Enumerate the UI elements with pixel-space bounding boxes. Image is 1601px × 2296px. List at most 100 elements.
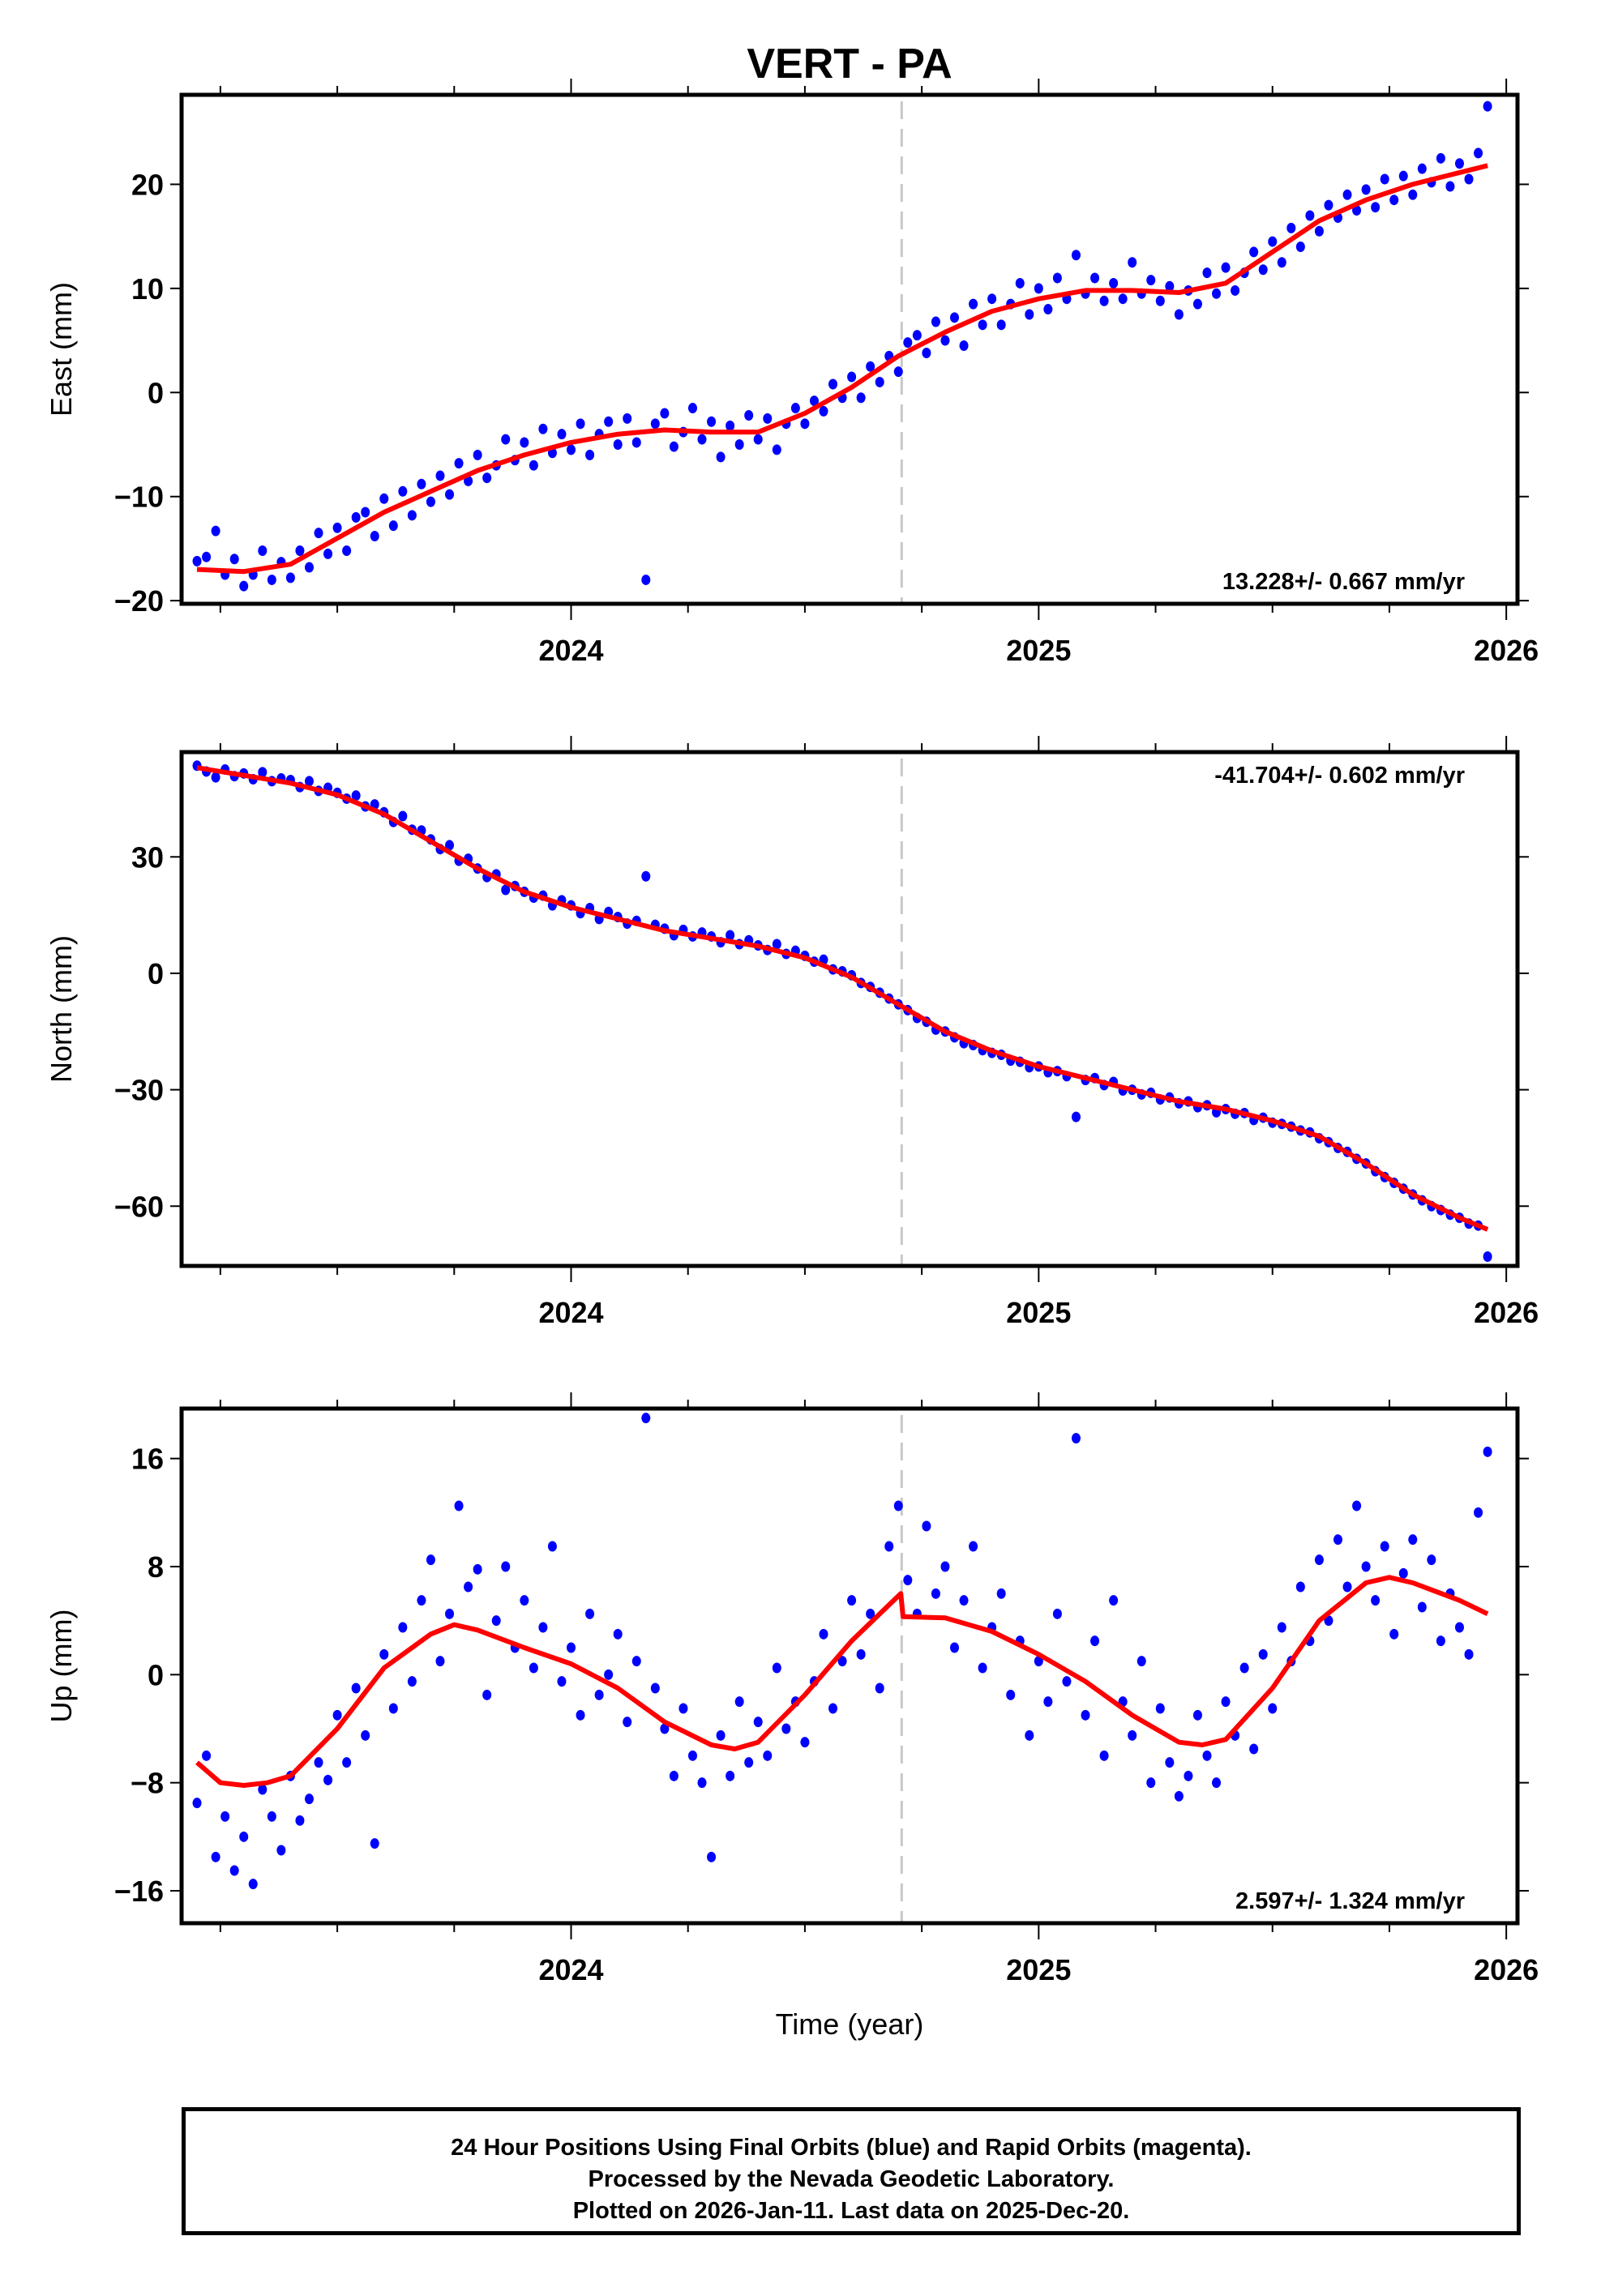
data-point <box>800 418 810 430</box>
data-point <box>1464 173 1474 185</box>
model-fit-line <box>196 163 1488 575</box>
data-point <box>454 1500 464 1511</box>
data-point <box>1202 1750 1212 1761</box>
data-point <box>1146 1777 1156 1789</box>
data-point <box>407 1676 417 1687</box>
data-point <box>1474 148 1483 159</box>
data-point <box>239 1831 249 1842</box>
data-point <box>903 337 913 348</box>
data-point <box>772 1662 781 1674</box>
data-point <box>529 1662 538 1674</box>
data-point <box>1071 250 1081 261</box>
x-tick-label: 2024 <box>538 1953 603 1986</box>
data-point <box>912 330 922 341</box>
data-point <box>1090 1635 1100 1647</box>
data-point <box>332 522 342 533</box>
data-point <box>800 1737 810 1748</box>
data-point <box>660 408 670 419</box>
data-point <box>276 1845 286 1856</box>
data-point <box>707 416 717 427</box>
data-point <box>314 1757 323 1768</box>
footer-line-3: Plotted on 2026-Jan-11. Last data on 202… <box>572 2198 1130 2224</box>
data-point <box>1155 295 1165 306</box>
data-point <box>1052 272 1062 284</box>
data-point <box>473 1563 482 1575</box>
data-point <box>1165 280 1175 292</box>
data-point <box>687 1750 697 1761</box>
data-point <box>893 366 903 378</box>
y-tick-label: 10 <box>131 272 164 306</box>
data-point <box>922 347 931 358</box>
data-point <box>1417 163 1427 174</box>
data-point <box>332 1709 342 1721</box>
x-tick-label: 2025 <box>1006 1953 1071 1986</box>
data-point <box>687 403 697 414</box>
data-point <box>1006 1689 1016 1700</box>
data-point <box>445 1608 455 1619</box>
data-point <box>1155 1703 1165 1714</box>
velocity-rate-label: 13.228+/- 0.667 mm/yr <box>1222 569 1465 595</box>
data-point <box>1361 184 1371 195</box>
data-point <box>566 1642 576 1653</box>
data-point <box>1192 298 1202 310</box>
data-point <box>1483 1251 1492 1263</box>
footer-note-box: 24 Hour Positions Using Final Orbits (bl… <box>182 2107 1521 2235</box>
data-point <box>931 1588 940 1599</box>
data-point <box>819 1628 828 1640</box>
figure-title: VERT - PA <box>747 41 952 88</box>
panel-up: 2024 2025 2026 −16 −8 0 8 16 Up (mm) Time (year) 2… <box>45 1392 1539 2041</box>
data-point <box>361 507 370 518</box>
data-point <box>753 1717 763 1728</box>
observation-points <box>192 760 1492 1263</box>
data-point <box>734 1696 744 1708</box>
data-point <box>1071 1111 1081 1122</box>
data-point <box>753 434 763 445</box>
data-point <box>697 434 707 445</box>
data-point <box>482 1689 492 1700</box>
data-point <box>1043 1696 1053 1708</box>
data-point <box>314 528 323 539</box>
data-point <box>613 439 623 451</box>
data-point <box>435 1656 445 1667</box>
data-point <box>1249 246 1259 258</box>
data-point <box>623 1717 632 1728</box>
velocity-rate-label: 2.597+/- 1.324 mm/yr <box>1235 1888 1465 1914</box>
data-point <box>1062 1676 1072 1687</box>
data-point <box>893 1500 903 1511</box>
x-tick-label: 2026 <box>1474 1953 1539 1986</box>
data-point <box>229 1865 239 1876</box>
data-point <box>538 423 548 434</box>
y-tick-label: 0 <box>148 957 164 990</box>
data-point <box>641 574 651 585</box>
data-point <box>828 378 838 390</box>
data-point <box>501 434 511 445</box>
data-point <box>491 1615 501 1627</box>
data-point <box>464 1581 473 1593</box>
data-point <box>1389 195 1399 206</box>
data-point <box>1109 277 1119 289</box>
data-point <box>1333 1534 1342 1546</box>
velocity-rate-label: -41.704+/- 0.602 mm/yr <box>1214 763 1465 789</box>
data-point <box>623 413 632 424</box>
data-point <box>828 1703 838 1714</box>
data-point <box>660 1723 670 1734</box>
data-point <box>370 1838 379 1849</box>
data-point <box>1380 173 1389 185</box>
data-point <box>790 403 800 414</box>
data-point <box>220 1811 230 1822</box>
data-point <box>847 1595 857 1606</box>
y-tick-label: 0 <box>148 376 164 409</box>
data-point <box>1025 1729 1034 1741</box>
y-tick-label: −30 <box>114 1074 164 1107</box>
data-point <box>454 458 464 469</box>
data-point <box>1071 1433 1081 1444</box>
data-point <box>576 1709 585 1721</box>
data-point <box>1314 225 1324 237</box>
x-tick-label: 2024 <box>538 634 603 667</box>
data-point <box>1342 189 1352 200</box>
data-point <box>1277 257 1286 268</box>
data-point <box>726 930 735 941</box>
footer-line-2: Processed by the Nevada Geodetic Laborat… <box>588 2166 1115 2192</box>
y-tick-label: −8 <box>131 1767 164 1800</box>
data-point <box>856 1648 866 1660</box>
